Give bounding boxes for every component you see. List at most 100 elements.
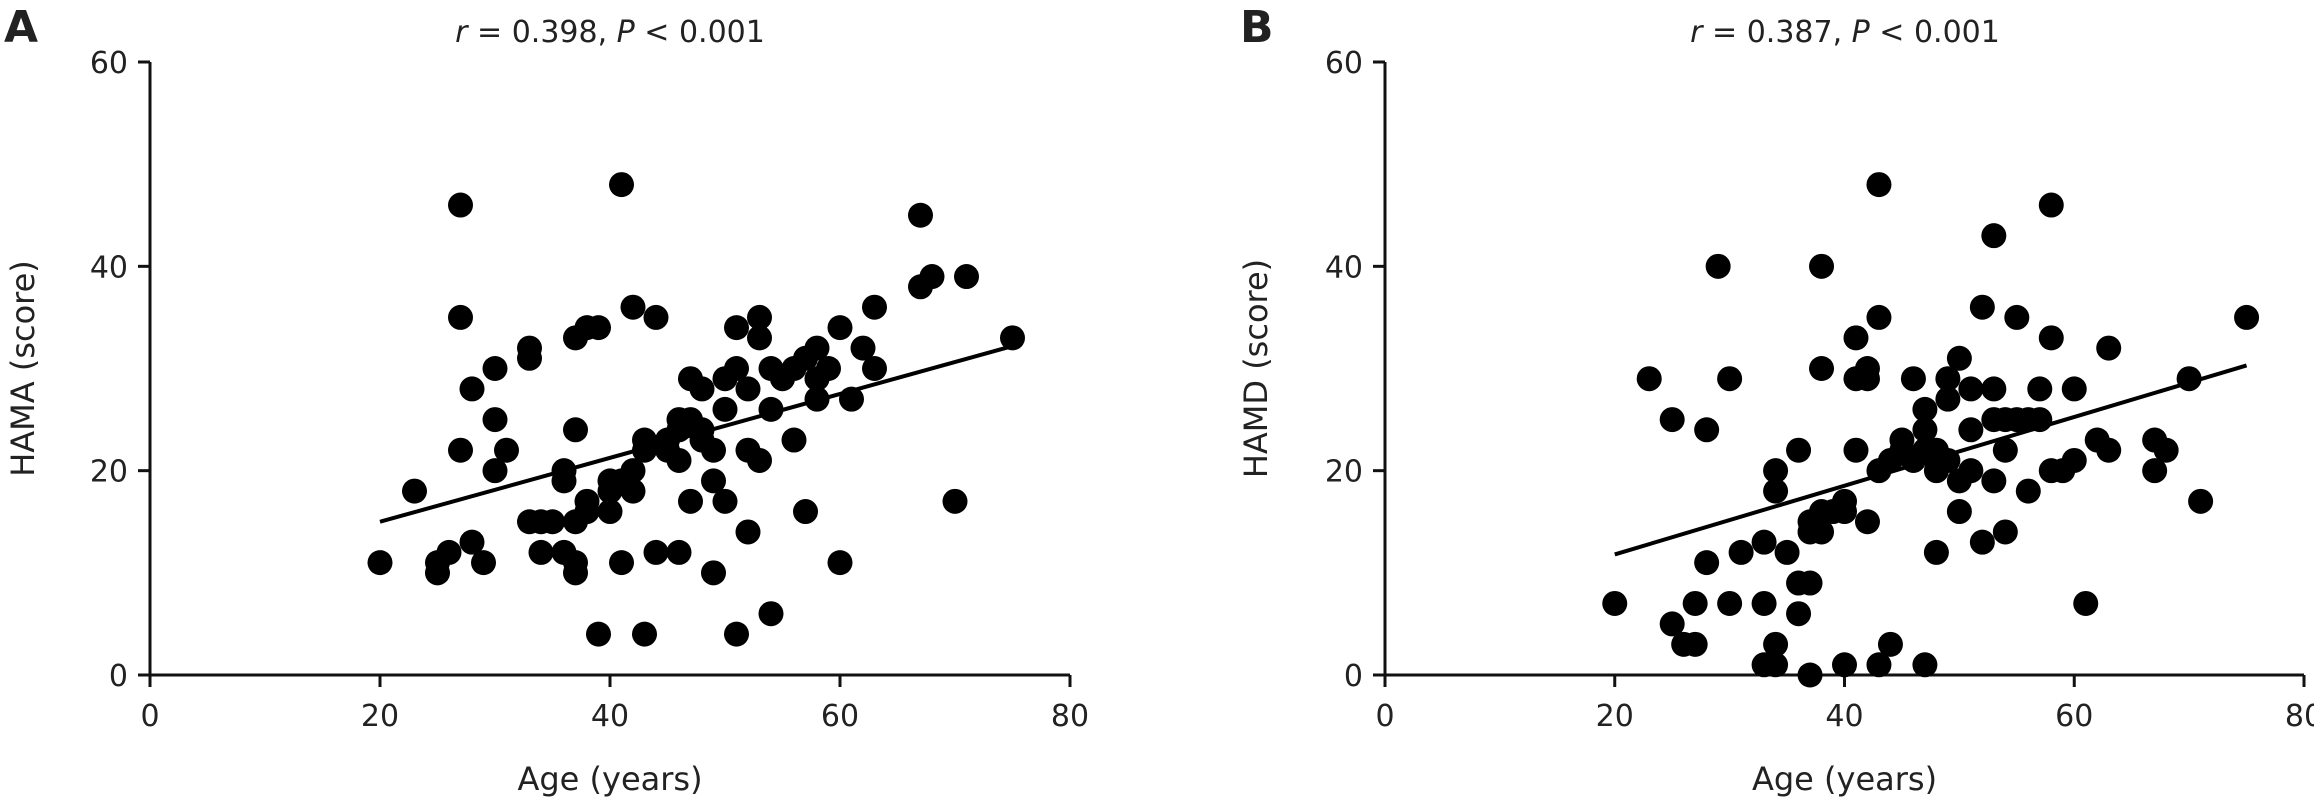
data-point [1659,611,1685,637]
y-tick-label: 20 [1325,455,1363,490]
data-point [620,294,646,320]
data-point [1682,590,1708,616]
data-point [632,621,657,647]
data-point [942,488,968,514]
panel-letter: B [1240,2,1274,53]
data-point [643,539,669,565]
data-point [471,550,496,576]
data-point [793,499,818,525]
data-point [1000,325,1025,351]
data-point [1912,652,1938,678]
data-point [1981,468,2007,494]
data-point [724,315,749,341]
data-point [1935,386,1961,412]
data-point [482,356,508,381]
data-point [862,294,887,320]
data-point [2004,304,2030,330]
y-tick-label: 60 [90,46,128,81]
data-point [1843,437,1869,463]
x-axis-label: Age (years) [1752,760,1937,798]
data-point [1694,550,1720,576]
data-point [862,356,887,381]
data-point [2142,458,2168,484]
regression-line [1614,363,2248,557]
data-point [1809,519,1835,545]
data-point [597,499,623,525]
data-point [1935,366,1961,392]
data-point [1992,519,2018,545]
data-point [1923,539,1949,565]
data-point [448,192,473,218]
data-point [712,396,738,422]
data-point [1969,294,1995,320]
data-point [1763,652,1789,678]
data-point [1832,499,1857,525]
data-point [586,315,611,341]
data-point [678,488,703,514]
y-tick-label: 40 [90,250,128,285]
data-point [666,539,692,565]
chart-title: r = 0.387, P < 0.001 [1690,15,2000,50]
data-point [1786,601,1812,627]
data-point [1912,417,1938,443]
data-point [551,468,577,494]
x-tick-label: 20 [1596,699,1634,734]
data-point [1866,172,1892,198]
y-tick-label: 0 [109,659,128,694]
x-tick-label: 60 [2055,699,2093,734]
data-point [620,458,646,484]
data-point [620,478,646,504]
data-point [563,417,588,443]
data-point [1958,417,1984,443]
data-point [586,621,611,647]
data-point [2061,376,2087,402]
data-point [1946,345,1972,371]
data-point [1786,437,1812,463]
data-point [2015,478,2041,504]
data-point [482,458,508,484]
data-point [701,560,726,586]
data-point [1763,478,1789,504]
x-tick-label: 40 [1825,699,1863,734]
data-point [712,488,738,514]
data-point [574,499,600,525]
data-point [827,315,853,341]
chart-title: r = 0.398, P < 0.001 [455,15,765,50]
data-point [954,264,979,290]
data-point [1958,376,1984,402]
y-tick-label: 40 [1325,250,1363,285]
data-point [1728,539,1754,565]
data-point [1717,590,1743,616]
data-point [919,264,945,290]
data-point [1763,631,1789,657]
y-tick-label: 60 [1325,46,1363,81]
data-point [2061,447,2087,473]
data-point [2234,304,2260,330]
data-point [804,335,830,361]
data-point [1958,458,1984,484]
y-axis-label: HAMA (score) [4,260,42,477]
data-point [1763,458,1789,484]
data-point [747,304,772,330]
data-point [1866,304,1892,330]
data-point [528,539,554,565]
data-point [1912,396,1938,422]
data-point [2096,335,2122,361]
data-point [1889,427,1915,453]
x-tick-label: 80 [2285,699,2314,734]
data-point [1981,223,2007,249]
data-point [494,437,519,463]
data-point [735,519,761,545]
data-point [1809,253,1835,279]
data-point [1717,366,1743,392]
data-point [540,509,565,535]
data-point [367,550,393,576]
data-point [1866,652,1892,678]
data-point [2188,488,2214,514]
data-point [459,376,485,402]
data-point [747,325,772,351]
x-tick-label: 0 [140,699,159,734]
